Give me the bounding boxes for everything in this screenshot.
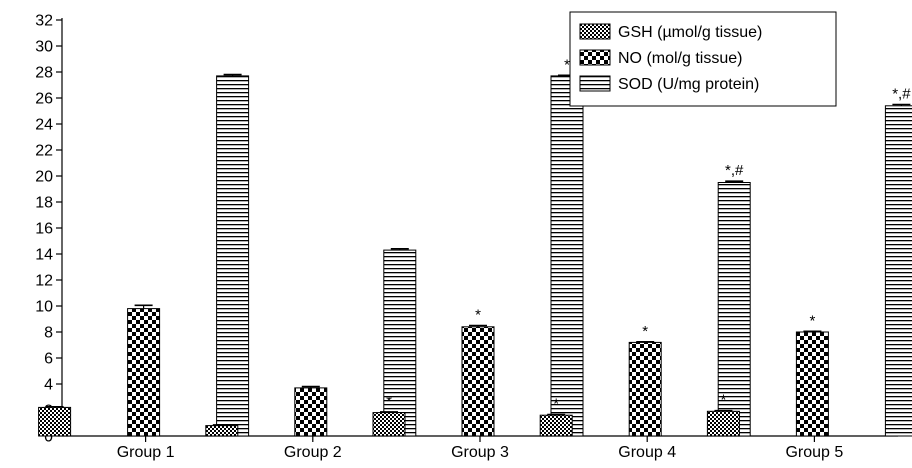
legend-swatch — [579, 49, 611, 66]
significance-marker: *,# — [892, 86, 911, 103]
bar — [127, 308, 161, 437]
bar — [372, 412, 406, 437]
legend-label: SOD (U/mg protein) — [618, 76, 759, 93]
y-tick-label: 16 — [35, 221, 53, 238]
bar — [38, 406, 72, 437]
x-axis: Group 1 Group 2 Group 3 Group 4 Group 5 — [62, 435, 898, 461]
y-tick-label: 24 — [35, 117, 53, 134]
annotations: * * * * * *,# * * *,# — [386, 56, 911, 412]
x-tick-label: Group 1 — [117, 444, 175, 461]
legend-label: GSH (µmol/g tissue) — [618, 24, 762, 41]
y-tick-label: 8 — [44, 325, 53, 342]
bar — [628, 341, 662, 437]
significance-marker: * — [642, 323, 648, 340]
y-tick-label: 18 — [35, 195, 53, 212]
significance-marker: * — [720, 392, 726, 409]
bar — [461, 326, 495, 437]
legend-label: NO (mol/g tissue) — [618, 50, 742, 67]
legend-box — [569, 11, 837, 107]
y-tick-label: 14 — [35, 247, 53, 264]
bar — [884, 105, 912, 437]
bar — [717, 182, 751, 437]
y-tick-label: 28 — [35, 65, 53, 82]
y-tick-label: 20 — [35, 169, 53, 186]
y-tick-label: 12 — [35, 273, 53, 290]
y-tick-label: 26 — [35, 91, 53, 108]
y-tick-label: 0 — [44, 429, 53, 446]
significance-marker: * — [564, 56, 570, 73]
legend: GSH (µmol/g tissue) NO (mol/g tissue) SOD … — [569, 11, 837, 107]
bar — [205, 425, 239, 437]
bar — [539, 414, 573, 437]
y-tick-label: 32 — [35, 13, 53, 30]
x-tick-label: Group 2 — [284, 444, 342, 461]
y-axis: 02468101214161820222426283032 — [35, 13, 63, 446]
significance-marker: * — [475, 307, 481, 324]
x-tick-label: Group 3 — [451, 444, 509, 461]
bar — [706, 410, 740, 437]
y-tick-label: 10 — [35, 299, 53, 316]
bar — [294, 387, 328, 437]
bars — [38, 73, 912, 437]
legend-swatch — [579, 75, 611, 92]
bar — [550, 75, 584, 437]
x-tick-label: Group 5 — [785, 444, 843, 461]
significance-marker: * — [809, 312, 815, 329]
significance-marker: *,# — [725, 162, 744, 179]
legend-swatch — [579, 23, 611, 40]
bar — [795, 331, 829, 437]
y-tick-label: 22 — [35, 143, 53, 160]
y-tick-label: 4 — [44, 377, 53, 394]
y-tick-label: 30 — [35, 39, 53, 56]
bar — [216, 75, 250, 437]
significance-marker: * — [386, 393, 392, 410]
x-tick-label: Group 4 — [618, 444, 676, 461]
significance-marker: * — [553, 396, 559, 413]
y-tick-label: 6 — [44, 351, 53, 368]
